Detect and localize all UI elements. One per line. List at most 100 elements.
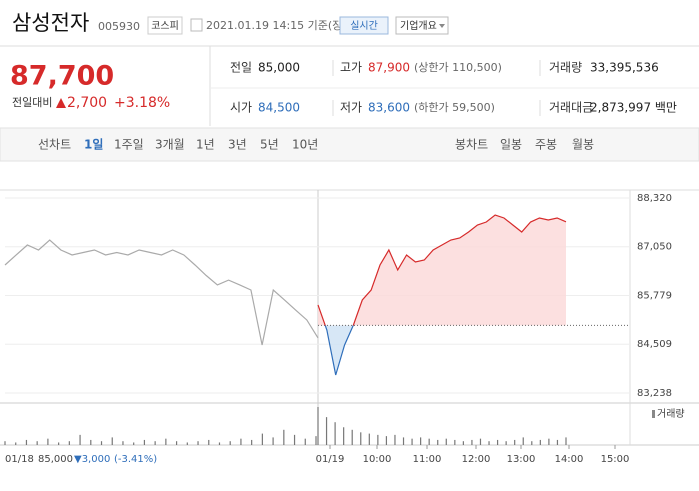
volume-bar — [79, 434, 81, 445]
volume-bar — [315, 436, 317, 445]
volume-bar — [334, 422, 336, 445]
tab-heading: 봉차트 — [455, 138, 488, 152]
stat-label: 거래량 — [549, 61, 582, 75]
candle-tab[interactable]: 주봉 — [535, 138, 557, 152]
volume-bar — [133, 442, 135, 445]
volume-bar — [122, 441, 124, 445]
volume-bar — [90, 439, 92, 445]
volume-icon — [652, 410, 655, 418]
stat-label: 전일 — [230, 61, 252, 75]
volume-bar — [394, 434, 396, 445]
volume-bar — [385, 436, 388, 445]
volume-bar — [304, 438, 306, 445]
stat-sub: (하한가 59,500) — [414, 100, 495, 114]
volume-bar — [15, 442, 17, 445]
realtime-button[interactable] — [339, 16, 389, 35]
volume-bar — [68, 441, 70, 445]
period-tab[interactable]: 3년 — [228, 138, 247, 152]
x-tick-label: 01/19 — [316, 454, 345, 465]
volume-bar — [261, 433, 263, 445]
company[interactable]: 기업개요 — [400, 19, 437, 32]
volume-bar — [100, 441, 103, 445]
stock-name: 삼성전자 — [12, 11, 89, 35]
volume-bar — [539, 439, 541, 445]
volume-bar — [325, 417, 328, 445]
x-tick-label: 10:00 — [363, 454, 392, 465]
chart: 88,320 87,050 85,779 84,509 83,238 01/19 10:00… — [0, 189, 699, 465]
volume-bar — [428, 438, 430, 445]
volume-bar — [462, 441, 464, 445]
volume-bar — [293, 434, 296, 445]
volume-bar — [317, 407, 319, 445]
volume-bar — [565, 437, 567, 445]
price: 87,700 — [10, 61, 114, 92]
x-tick-label: 13:00 — [507, 454, 536, 465]
market: 코스피 — [151, 20, 179, 32]
volume-bar — [531, 441, 533, 445]
change-label: 전일대비 — [12, 95, 52, 109]
stock-code: 005930 — [98, 20, 140, 33]
volume-bar — [343, 427, 345, 445]
volume-bar — [420, 437, 422, 445]
volume-bar — [165, 438, 167, 445]
prev-close: 85,000 — [38, 454, 73, 465]
tab-bar — [0, 127, 699, 162]
realtime[interactable]: 실시간 — [350, 20, 378, 32]
rate: +3.18% — [114, 95, 170, 111]
volume-bar — [454, 439, 456, 445]
market-badge — [147, 16, 183, 35]
period-tab[interactable]: 5년 — [260, 138, 279, 152]
datetime: 2021.01.19 14:15 기준(장중) — [206, 19, 357, 32]
volume-bar — [229, 441, 231, 445]
area-fill — [318, 214, 566, 376]
volume-bar — [283, 429, 285, 445]
period-tab[interactable]: 10년 — [292, 138, 318, 152]
stat-label: 고가 — [340, 61, 362, 75]
tabs: 1일 1주일 3개월 1년 3년 5년 10년 일봉 주봉 월봉 — [84, 138, 594, 152]
period-tab[interactable]: 1주일 — [114, 138, 144, 152]
volume-label: 거래량 — [657, 408, 685, 420]
candle-tab[interactable]: 월봉 — [572, 138, 594, 152]
volume-bar — [471, 439, 473, 445]
volume-bar — [272, 437, 274, 445]
volume-bar — [368, 433, 370, 445]
price-line — [317, 214, 567, 376]
calendar-icon — [190, 18, 203, 32]
volume-bar — [143, 439, 146, 445]
period-tab[interactable]: 3개월 — [155, 138, 185, 152]
volume-bar — [411, 438, 413, 445]
change: 2,700 — [67, 95, 107, 111]
volume-bar — [111, 437, 113, 445]
company-button[interactable] — [395, 16, 449, 35]
volume-bar — [377, 434, 379, 445]
candle-tab[interactable]: 일봉 — [500, 138, 522, 152]
stat-value: 2,873,997 백만 — [590, 101, 677, 115]
tab-heading: 선차트 — [38, 138, 71, 152]
volume-bar — [47, 438, 49, 445]
stat-value: 87,900 — [368, 61, 410, 75]
y-tick-label: 88,320 — [637, 193, 672, 204]
period-tab[interactable]: 1년 — [196, 138, 215, 152]
volume-bar — [251, 439, 253, 445]
prev-date: 01/18 — [5, 454, 34, 465]
volume-bar — [36, 441, 38, 445]
volume-bar — [437, 439, 439, 445]
up-arrow — [56, 98, 66, 108]
x-tick-label: 15:00 — [601, 454, 630, 465]
volume-bar — [351, 429, 353, 445]
volume-bar — [514, 439, 516, 445]
prev-rate: (-3.41%) — [114, 454, 157, 465]
period-tab[interactable]: 1일 — [84, 138, 103, 152]
volume-bar — [218, 442, 221, 445]
volume-bar — [186, 442, 188, 445]
y-tick-label: 84,509 — [637, 339, 672, 350]
y-tick-label: 85,779 — [637, 291, 672, 302]
stat-label: 시가 — [230, 101, 252, 115]
stat-value: 85,000 — [258, 61, 300, 75]
volume-bar — [522, 437, 524, 445]
volume-bar — [175, 441, 178, 445]
volume-bar — [154, 441, 156, 445]
price-line — [4, 239, 319, 346]
volume-bar — [4, 441, 6, 445]
